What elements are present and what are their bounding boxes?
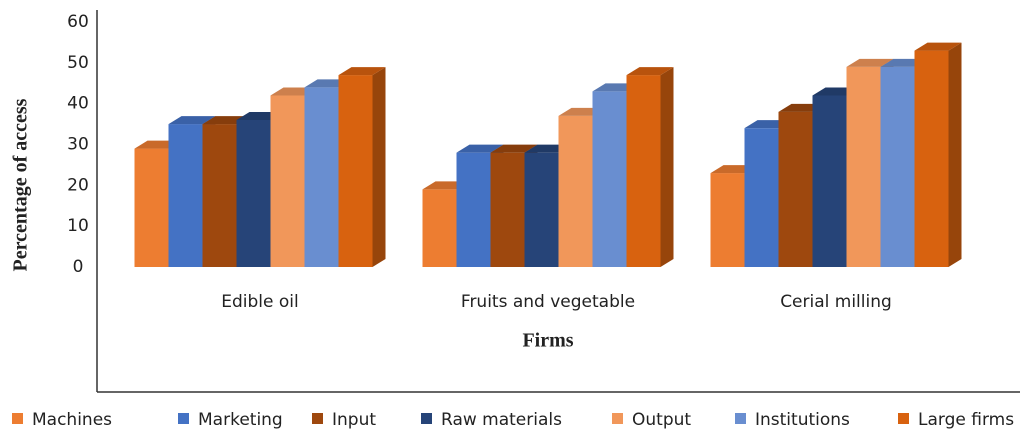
bar: [270, 95, 305, 267]
legend-label: Machines: [32, 410, 112, 430]
bar: [236, 120, 271, 267]
y-tick-label: 50: [67, 53, 89, 73]
bar: [304, 87, 339, 267]
legend-swatch: [898, 413, 909, 424]
bar: [710, 173, 745, 267]
x-tick-label: Edible oil: [221, 292, 298, 312]
legend-swatch: [735, 413, 746, 424]
legend-swatch: [421, 413, 432, 424]
legend-swatch: [312, 413, 323, 424]
bar: [524, 152, 559, 267]
bar: [168, 124, 203, 267]
legend-label: Input: [332, 410, 376, 430]
bar: [422, 189, 457, 267]
bar-top: [168, 116, 216, 125]
bar: [456, 152, 491, 267]
bar-side: [948, 42, 962, 268]
bar: [202, 124, 237, 267]
bar: [812, 95, 847, 267]
bar: [558, 115, 593, 268]
y-tick-label: 30: [67, 135, 89, 155]
bar: [744, 128, 779, 267]
bar-top: [914, 42, 962, 51]
y-tick-label: 0: [73, 257, 84, 277]
bar-top: [456, 144, 504, 153]
y-tick-label: 10: [67, 216, 89, 236]
bar: [914, 50, 949, 268]
bar: [338, 75, 373, 267]
legend-swatch: [12, 413, 23, 424]
bar: [626, 75, 661, 267]
y-tick-label: 20: [67, 175, 89, 195]
bar-top: [490, 144, 538, 153]
bar: [846, 66, 881, 268]
x-axis-title: Firms: [522, 330, 573, 352]
bar-top: [626, 67, 674, 76]
bar-top: [846, 58, 894, 67]
y-tick-label: 40: [67, 94, 89, 114]
legend-label: Output: [632, 410, 691, 430]
legend-label: Marketing: [198, 410, 283, 430]
legend-label: Raw materials: [441, 410, 562, 430]
x-tick-label: Fruits and vegetable: [461, 292, 635, 312]
bar-side: [372, 67, 386, 267]
y-tick-label: 60: [67, 12, 89, 32]
bar-side: [660, 67, 674, 267]
bar: [778, 111, 813, 267]
bar-top: [338, 67, 386, 76]
x-tick-label: Cerial milling: [780, 292, 892, 312]
bar: [490, 152, 525, 267]
bar: [592, 91, 627, 268]
bar: [134, 148, 169, 267]
legend-label: Large firms: [918, 410, 1014, 430]
bar: [880, 66, 915, 268]
legend-swatch: [612, 413, 623, 424]
legend-swatch: [178, 413, 189, 424]
legend-label: Institutions: [755, 410, 850, 430]
y-axis-title: Percentage of access: [10, 98, 32, 271]
